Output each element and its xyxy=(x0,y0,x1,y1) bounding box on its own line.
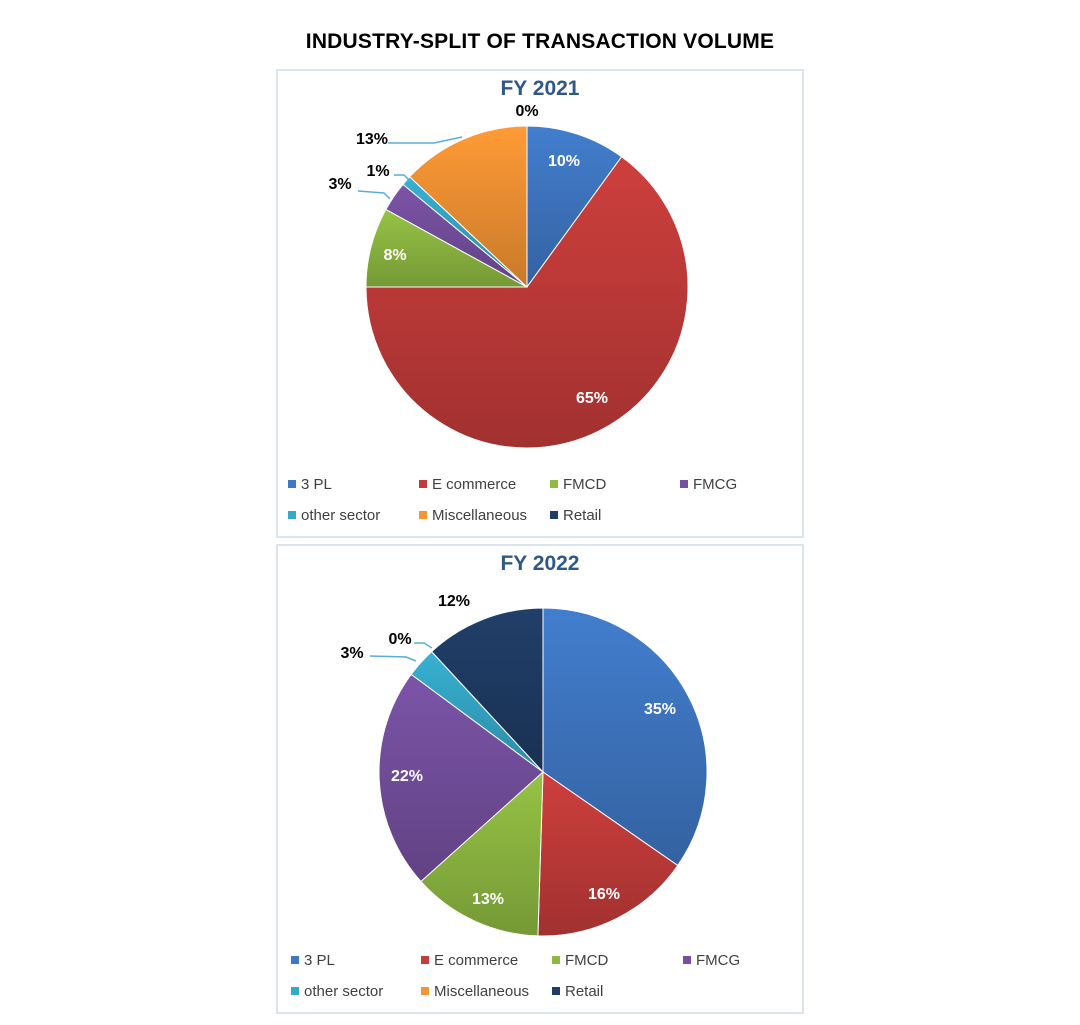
data-label-fmcg: 3% xyxy=(328,176,351,193)
data-label-retail: 12% xyxy=(438,593,470,610)
data-label-other-sector: 3% xyxy=(340,645,363,662)
legend-swatch xyxy=(683,956,691,964)
data-label-3pl: 10% xyxy=(548,153,580,170)
legend-swatch xyxy=(680,480,688,488)
leader-line-miscellaneous xyxy=(388,136,463,144)
data-label-3pl: 35% xyxy=(644,701,676,718)
data-label-retail: 0% xyxy=(515,103,538,120)
data-label-ecommerce: 65% xyxy=(576,390,608,407)
legend-item-3pl: 3 PL xyxy=(288,476,332,493)
legend-swatch xyxy=(291,987,299,995)
data-label-miscellaneous: 0% xyxy=(388,631,411,648)
pie-slice-fmcg xyxy=(378,673,544,883)
legend-item-fmcd: FMCD xyxy=(550,476,606,493)
chart-title-fy2022: FY 2022 xyxy=(500,552,580,575)
pie-slice-retail xyxy=(430,607,544,774)
data-label-fmcd: 8% xyxy=(383,247,406,264)
data-label-miscellaneous: 13% xyxy=(356,131,388,148)
page-title: INDUSTRY-SPLIT OF TRANSACTION VOLUME xyxy=(305,30,775,53)
legend-item-fmcg: FMCG xyxy=(683,952,740,969)
legend-fy2022: 3 PL E commerce FMCD FMCG other sector M… xyxy=(288,952,788,1014)
data-label-fmcg: 22% xyxy=(391,768,423,785)
chart-title-fy2021: FY 2021 xyxy=(500,77,580,100)
pie-chart-fy2022: 35% 16% 13% 22% 3% 0% 12% xyxy=(340,593,708,937)
legend-swatch xyxy=(552,956,560,964)
leader-line-fmcg xyxy=(357,190,391,200)
data-label-ecommerce: 16% xyxy=(588,886,620,903)
pie-slice-ecommerce xyxy=(365,156,689,449)
legend-swatch xyxy=(421,956,429,964)
pie-slice-ecommerce xyxy=(537,771,679,937)
legend-item-fmcg: FMCG xyxy=(680,476,737,493)
legend-swatch xyxy=(419,480,427,488)
chart-panel-fy2022: FY 2022 35% 16% 13% 22% 3% 0% 12% 3 PL E comme… xyxy=(276,544,804,1014)
pie-slice-miscellaneous xyxy=(408,125,528,289)
pie-slice-3pl xyxy=(526,125,623,289)
legend-item-fmcd: FMCD xyxy=(552,952,608,969)
pie-slice-fmcd xyxy=(420,770,544,937)
legend-item-miscellaneous: Miscellaneous xyxy=(419,507,527,524)
legend-item-ecommerce: E commerce xyxy=(421,952,518,969)
leader-line-other-sector xyxy=(369,655,417,662)
leader-line-other-sector xyxy=(394,174,411,182)
legend-item-other-sector: other sector xyxy=(291,983,383,1000)
legend-item-other-sector: other sector xyxy=(288,507,380,524)
pie-chart-fy2021: 10% 65% 8% 3% 1% 13% 0% xyxy=(328,103,689,449)
legend-item-retail: Retail xyxy=(550,507,601,524)
legend-swatch xyxy=(288,511,296,519)
legend-swatch xyxy=(291,956,299,964)
legend-fy2021: 3 PL E commerce FMCD FMCG other sector M… xyxy=(288,476,788,538)
pie-slice-3pl xyxy=(542,607,708,867)
chart-panel-fy2021: FY 2021 10% 65% 8% 3% 1% 13% 0% 3 PL E commerc… xyxy=(276,69,804,538)
legend-item-miscellaneous: Miscellaneous xyxy=(421,983,529,1000)
legend-item-3pl: 3 PL xyxy=(291,952,335,969)
data-label-other-sector: 1% xyxy=(366,163,389,180)
legend-swatch xyxy=(550,480,558,488)
legend-item-ecommerce: E commerce xyxy=(419,476,516,493)
legend-swatch xyxy=(288,480,296,488)
leader-line-miscellaneous xyxy=(414,642,433,649)
legend-swatch xyxy=(421,987,429,995)
legend-item-retail: Retail xyxy=(552,983,603,1000)
legend-swatch xyxy=(552,987,560,995)
legend-swatch xyxy=(550,511,558,519)
data-label-fmcd: 13% xyxy=(472,891,504,908)
legend-swatch xyxy=(419,511,427,519)
